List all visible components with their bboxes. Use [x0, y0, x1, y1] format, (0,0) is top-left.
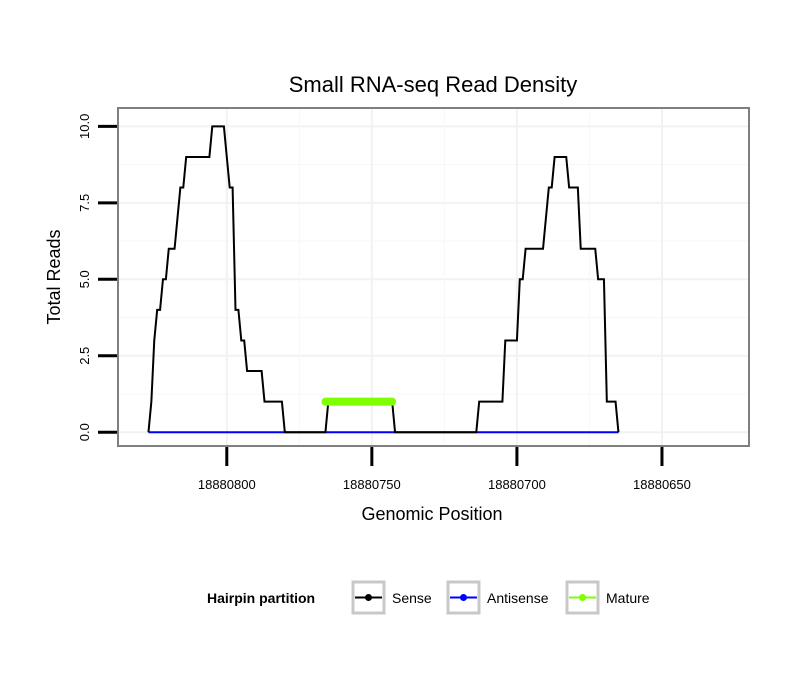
legend-title: Hairpin partition	[207, 590, 315, 606]
legend-label-sense: Sense	[392, 590, 432, 606]
legend: Hairpin partition Sense Antisense Mature	[207, 580, 650, 615]
series-line-sense	[147, 125, 620, 434]
x-tick-label: 18880700	[488, 477, 546, 492]
chart-title: Small RNA-seq Read Density	[289, 72, 578, 97]
legend-label-antisense: Antisense	[487, 590, 549, 606]
grid-lines	[118, 108, 749, 446]
legend-key-box	[351, 580, 386, 615]
y-axis-title: Total Reads	[44, 229, 64, 324]
legend-entry-antisense: Antisense	[446, 580, 549, 615]
legend-key-dot	[579, 594, 586, 601]
x-tick-label: 18880650	[633, 477, 691, 492]
y-tick-label: 5.0	[77, 270, 92, 288]
legend-key-box	[446, 580, 481, 615]
y-tick-label: 2.5	[77, 347, 92, 365]
x-axis: 18880800 18880750 18880700 18880650	[198, 447, 691, 492]
legend-key-dot	[365, 594, 372, 601]
y-tick-label: 0.0	[77, 423, 92, 441]
x-axis-title: Genomic Position	[361, 504, 502, 524]
legend-key-box	[565, 580, 600, 615]
y-tick-label: 10.0	[77, 114, 92, 139]
legend-entry-sense: Sense	[351, 580, 432, 615]
legend-key-dot	[460, 594, 467, 601]
y-tick-label: 7.5	[77, 194, 92, 212]
x-tick-label: 18880800	[198, 477, 256, 492]
y-axis: 0.0 2.5 5.0 7.5 10.0	[77, 114, 117, 441]
series-layer	[147, 125, 620, 434]
x-tick-label: 18880750	[343, 477, 401, 492]
legend-entry-mature: Mature	[565, 580, 650, 615]
legend-label-mature: Mature	[606, 590, 650, 606]
plot-panel-border	[117, 107, 750, 447]
